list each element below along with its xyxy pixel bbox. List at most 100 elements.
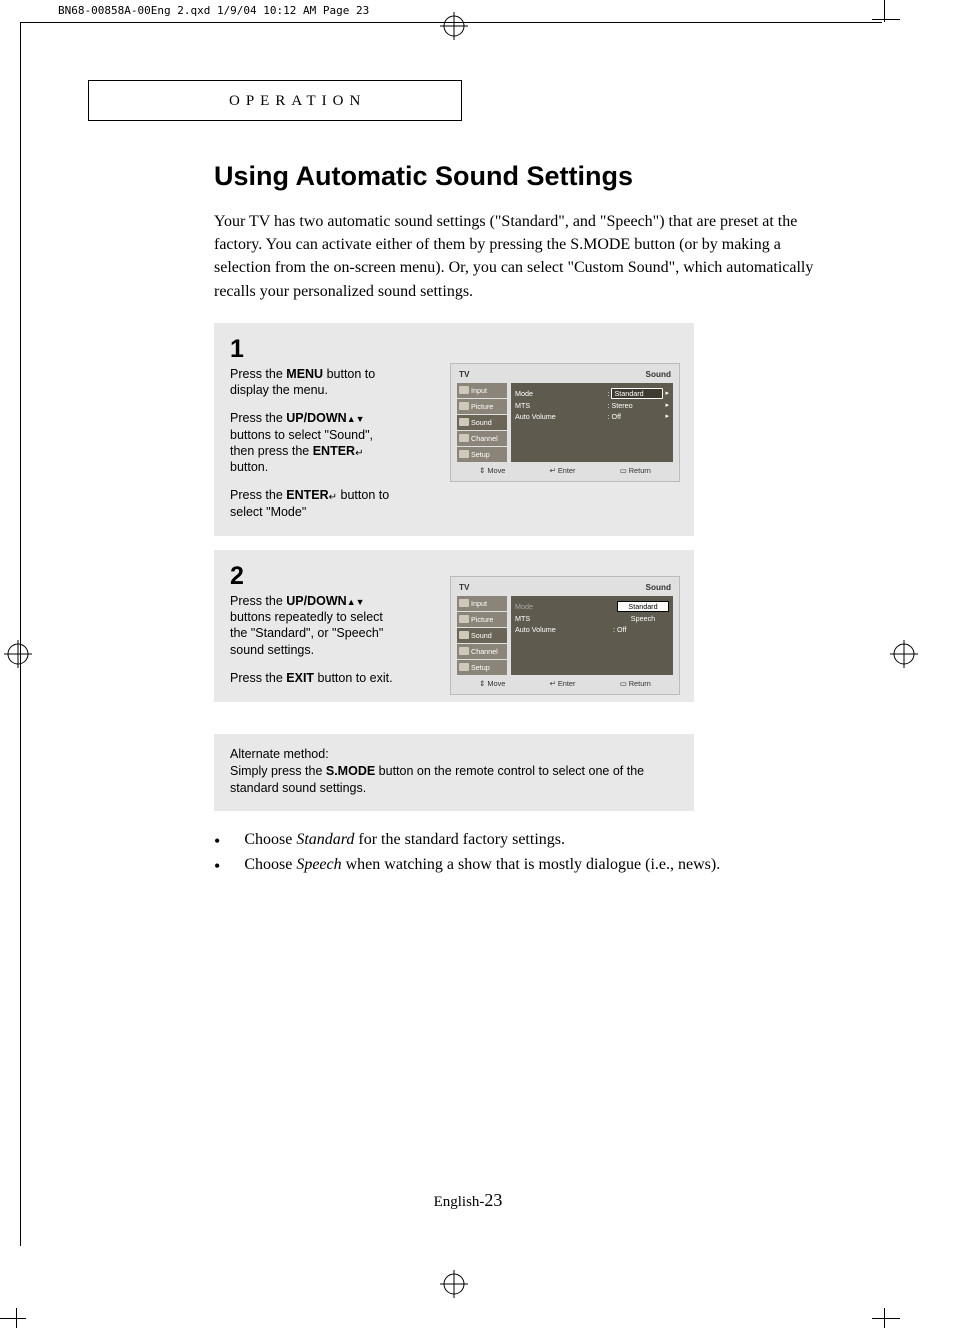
t: Auto Volume	[515, 625, 613, 634]
t: Standard	[611, 388, 663, 399]
step-number: 1	[230, 335, 678, 364]
page-content: OPERATION Using Automatic Sound Settings…	[88, 80, 848, 881]
menu-button-label: MENU	[286, 367, 323, 381]
t: button to exit.	[314, 671, 393, 685]
osd-row-autovol: Auto Volume: Off▸	[515, 411, 669, 422]
t: :	[607, 412, 609, 421]
t: Simply press the	[230, 764, 326, 778]
osd-row-mts: MTS: Stereo▸	[515, 400, 669, 411]
t: Channel	[471, 647, 498, 656]
list-item: Choose Standard for the standard factory…	[214, 831, 834, 852]
crop-mark	[872, 19, 900, 20]
t: Return	[629, 679, 651, 688]
picture-icon	[459, 402, 469, 410]
t: Enter	[558, 466, 576, 475]
step-2-block: 2 Press the UP/DOWN▲▼ buttons repeatedly…	[214, 550, 694, 702]
registration-mark	[440, 12, 468, 40]
move-icon: ⇕	[479, 466, 485, 475]
page-lang-label: English-	[434, 1194, 485, 1210]
sound-icon	[459, 418, 469, 426]
page-title: Using Automatic Sound Settings	[214, 161, 848, 192]
osd-row-speech: MTS Speech	[515, 613, 669, 624]
section-header-box: OPERATION	[88, 80, 462, 121]
crop-mark	[0, 1318, 26, 1319]
osd-title-left: TV	[459, 370, 469, 379]
page-frame	[20, 22, 21, 1246]
chevron-right-icon: ▸	[665, 412, 669, 420]
up-down-icon: ▲▼	[347, 597, 365, 607]
t: Off	[611, 412, 663, 421]
step-2-text: Press the UP/DOWN▲▼ buttons repeatedly t…	[230, 593, 400, 686]
step-1-text: Press the MENU button to display the men…	[230, 366, 400, 520]
osd-footer-enter: ↵Enter	[550, 466, 576, 475]
t: Enter	[558, 679, 576, 688]
osd-side-setup: Setup	[457, 660, 507, 675]
t: Sound	[471, 631, 492, 640]
t: button.	[230, 460, 268, 474]
t: Press the	[230, 594, 286, 608]
osd-title-right: Sound	[646, 370, 671, 379]
osd-row-mode: Mode: Standard▸	[515, 387, 669, 400]
osd-side-picture: Picture	[457, 399, 507, 414]
move-icon: ⇕	[479, 679, 485, 688]
osd-title-right: Sound	[646, 583, 671, 592]
updown-button-label: UP/DOWN	[286, 594, 346, 608]
osd-side-input: Input	[457, 383, 507, 398]
enter-icon: ↵	[550, 466, 556, 475]
sound-icon	[459, 631, 469, 639]
t: Move	[487, 466, 505, 475]
osd-footer-return: ▭Return	[620, 679, 651, 688]
t: Picture	[471, 402, 493, 411]
osd-side-channel: Channel	[457, 644, 507, 659]
input-icon	[459, 386, 469, 394]
channel-icon	[459, 434, 469, 442]
osd-footer-return: ▭Return	[620, 466, 651, 475]
t: Press the	[230, 411, 286, 425]
t: Mode	[515, 389, 607, 398]
t: Setup	[471, 663, 490, 672]
print-job-header: BN68-00858A-00Eng 2.qxd 1/9/04 10:12 AM …	[58, 4, 369, 17]
chevron-right-icon: ▸	[665, 401, 669, 409]
t: Picture	[471, 615, 493, 624]
channel-icon	[459, 647, 469, 655]
enter-icon: ↵	[329, 492, 337, 503]
enter-icon: ↵	[355, 448, 363, 459]
enter-button-label: ENTER	[313, 444, 355, 458]
t: when watching a show that is mostly dial…	[342, 856, 721, 873]
list-item: Choose Speech when watching a show that …	[214, 856, 834, 877]
t: MTS	[515, 401, 607, 410]
osd-screenshot-step1: TV Sound Input Picture Sound Channel Set…	[450, 363, 680, 482]
intro-paragraph: Your TV has two automatic sound settings…	[214, 210, 834, 303]
enter-button-label: ENTER	[286, 488, 328, 502]
tips-list: Choose Standard for the standard factory…	[214, 831, 834, 877]
osd-footer-move: ⇕Move	[479, 466, 505, 475]
registration-mark	[4, 640, 32, 668]
setup-icon	[459, 663, 469, 671]
osd-side-sound: Sound	[457, 415, 507, 430]
t: Return	[629, 466, 651, 475]
page-number-value: 23	[484, 1190, 502, 1210]
t: :	[607, 389, 609, 398]
t: Stereo	[611, 401, 663, 410]
crop-mark	[872, 1318, 900, 1319]
t: Sound	[471, 418, 492, 427]
osd-row-mode: Mode Standard	[515, 600, 669, 613]
osd-side-picture: Picture	[457, 612, 507, 627]
enter-icon: ↵	[550, 679, 556, 688]
t: Input	[471, 386, 487, 395]
osd-footer-move: ⇕Move	[479, 679, 505, 688]
smode-button-label: S.MODE	[326, 764, 375, 778]
t: MTS	[515, 614, 615, 623]
chevron-right-icon: ▸	[665, 389, 669, 397]
t: Press the	[230, 671, 286, 685]
t: for the standard factory settings.	[354, 831, 565, 848]
osd-row-autovol: Auto Volume: Off	[515, 624, 669, 635]
t: Press the	[230, 488, 286, 502]
registration-mark	[440, 1270, 468, 1298]
osd-footer-enter: ↵Enter	[550, 679, 576, 688]
alternate-method-block: Alternate method: Simply press the S.MOD…	[214, 734, 694, 811]
exit-button-label: EXIT	[286, 671, 314, 685]
step-1-block: 1 Press the MENU button to display the m…	[214, 323, 694, 536]
osd-side-setup: Setup	[457, 447, 507, 462]
alternate-heading: Alternate method:	[230, 746, 678, 763]
